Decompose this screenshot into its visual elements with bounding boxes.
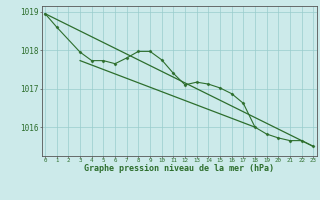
- X-axis label: Graphe pression niveau de la mer (hPa): Graphe pression niveau de la mer (hPa): [84, 164, 274, 173]
